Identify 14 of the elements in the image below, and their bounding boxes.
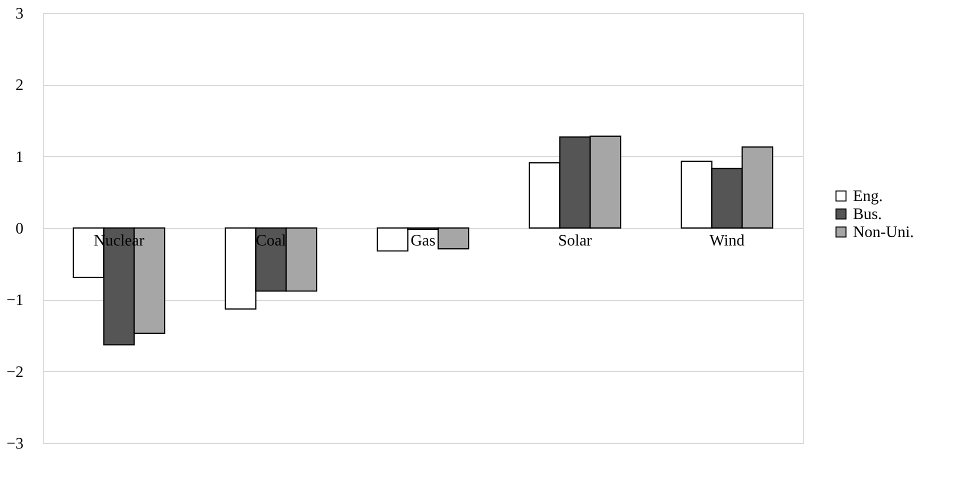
y-tick-label: 2 [16, 77, 24, 94]
x-tick-label: Gas [410, 232, 436, 250]
y-tick-label: 0 [16, 220, 24, 238]
y-tick-label: −3 [6, 436, 24, 452]
legend-label: Eng. [853, 188, 883, 205]
x-tick-label: Wind [710, 232, 744, 250]
legend-label: Non-Uni. [853, 224, 914, 241]
y-tick-label: −2 [6, 364, 24, 381]
x-tick-label: Coal [256, 232, 287, 250]
y-tick-label: −1 [6, 292, 24, 310]
legend-label: Bus. [853, 206, 882, 223]
x-tick-label: Solar [558, 232, 593, 250]
y-tick-label: 3 [16, 6, 24, 22]
y-tick-label: 1 [16, 148, 24, 166]
